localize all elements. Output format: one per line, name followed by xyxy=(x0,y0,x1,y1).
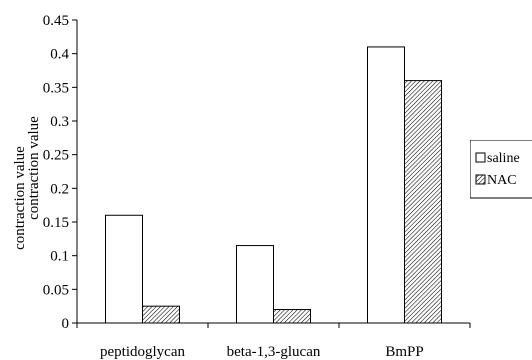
y-axis-tick-labels: 0 0.05 0.1 0.15 0.2 0.25 0.3 0.35 0.4 0.45 xyxy=(43,13,70,332)
x-category-label: peptidoglycan xyxy=(100,344,185,360)
y-axis-ticks xyxy=(72,19,77,324)
legend-label-nac: NAC xyxy=(487,173,517,188)
bar-nac-2 xyxy=(273,309,311,324)
legend-label-saline: saline xyxy=(487,151,520,166)
x-category-label: beta-1,3-glucan xyxy=(227,344,321,360)
bar-saline-2 xyxy=(236,245,274,324)
y-tick-label: 0 xyxy=(62,316,70,332)
x-category-label: BmPP xyxy=(385,344,423,360)
y-tick-label: 0.05 xyxy=(43,282,69,298)
x-axis-ticks xyxy=(76,323,471,328)
legend: saline NAC xyxy=(470,140,532,199)
y-tick-label: 0.2 xyxy=(50,181,69,197)
y-tick-label: 0.3 xyxy=(50,114,69,130)
legend-swatch-saline xyxy=(475,152,486,163)
y-tick-label: 0.25 xyxy=(43,148,69,164)
y-axis-title-overlay: contraction value xyxy=(26,116,42,220)
y-axis-title: contraction value xyxy=(12,146,28,250)
y-tick-label: 0.35 xyxy=(43,80,69,96)
y-tick-label: 0.1 xyxy=(50,249,69,265)
legend-swatch-nac xyxy=(475,174,486,185)
y-tick-label: 0.15 xyxy=(43,215,69,231)
plot-area: 0 0.05 0.1 0.15 0.2 0.25 0.3 0.35 0.4 0.45 peptid… xyxy=(43,13,471,360)
bars xyxy=(105,46,442,324)
y-tick-label: 0.45 xyxy=(43,13,69,29)
y-tick-label: 0.4 xyxy=(50,47,69,63)
x-axis-category-labels: peptidoglycan beta-1,3-glucan BmPP xyxy=(100,344,424,360)
bar-nac-1 xyxy=(142,305,180,324)
bar-nac-3 xyxy=(404,80,442,324)
bar-saline-1 xyxy=(105,214,143,324)
bar-saline-3 xyxy=(367,46,405,324)
